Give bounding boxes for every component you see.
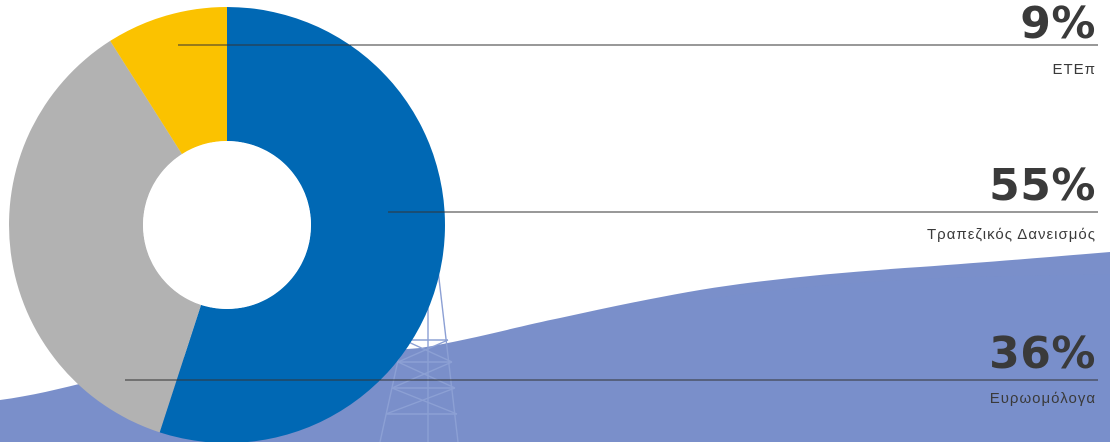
slice-category-label-bank-loans: Τραπεζικός Δανεισμός	[927, 226, 1096, 243]
donut-slice-2	[110, 7, 227, 155]
slice-category-label-eurobonds: Ευρωομόλογα	[989, 390, 1096, 407]
slice-value-label-eurobonds: 36%	[989, 328, 1096, 379]
slice-category-label-etep: ΕΤΕπ	[1052, 61, 1096, 78]
slice-value-label-eteп: 9%	[1020, 0, 1096, 49]
donut-slice-1	[9, 40, 202, 433]
donut-hole	[143, 141, 311, 309]
slice-value-label-bank-loans: 55%	[989, 160, 1096, 211]
donut-slice-0	[159, 7, 445, 442]
